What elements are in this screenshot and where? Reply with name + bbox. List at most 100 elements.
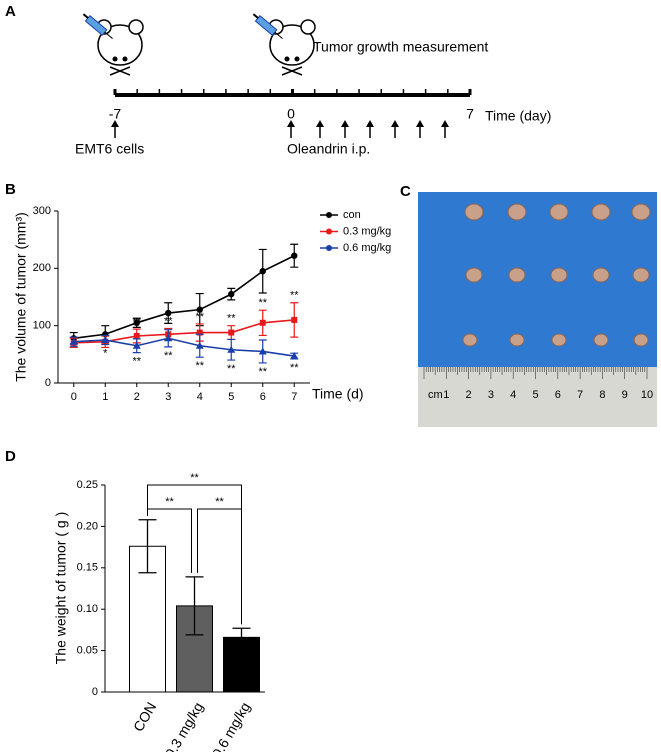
panel-c: C cm 1 2 3 4 5 6 7 8 9 10 (400, 183, 657, 427)
x-tick-label: 1 (102, 391, 108, 403)
tumor (632, 267, 650, 283)
y-axis-label: The volume of tumor (mm³) (13, 212, 29, 382)
timeline-axis-label: Time (day) (485, 108, 551, 124)
arrow-head (316, 120, 324, 127)
arrow-head (441, 120, 449, 127)
syringe (82, 13, 113, 39)
point (259, 319, 266, 326)
panel-label: A (5, 3, 16, 20)
significance: * (103, 347, 108, 359)
ruler-label: 7 (577, 389, 583, 401)
tumor (549, 203, 569, 221)
legend-marker (326, 245, 332, 251)
annotation: Tumor growth measurement (313, 39, 488, 55)
tumor (508, 267, 526, 283)
error-bar (232, 627, 251, 648)
legend-label: 0.6 mg/kg (343, 242, 391, 254)
point (69, 337, 78, 345)
point (258, 347, 267, 355)
tumor (592, 267, 610, 283)
ruler-label: 5 (532, 389, 538, 401)
mouse (268, 19, 316, 76)
tumor (631, 203, 651, 221)
y-tick-label: 100 (33, 320, 51, 332)
significance: ** (132, 356, 141, 368)
y-tick-label: 0 (92, 686, 98, 698)
arrows (111, 120, 449, 138)
ruler-label: 9 (622, 389, 628, 401)
significance: ** (195, 360, 204, 372)
series-line (73, 255, 295, 340)
significance: ** (215, 496, 224, 508)
x-tick-label: 5 (228, 391, 234, 403)
legend-label: 0.3 mg/kg (343, 225, 391, 237)
significance: ** (195, 311, 204, 323)
point (291, 252, 298, 259)
panel-label: B (5, 181, 16, 198)
significance: ** (290, 362, 299, 374)
arrow-head (391, 120, 399, 127)
ruler-label: 6 (555, 389, 561, 401)
y-axis-label: The weight of tumor ( g ) (53, 512, 69, 665)
tumor (465, 267, 483, 283)
tumor (633, 333, 649, 347)
x-tick-label: 0 (71, 391, 77, 403)
point (290, 352, 299, 360)
tumor (591, 203, 611, 221)
x-tick-label: 0.6 mg/kg (209, 699, 254, 752)
series-line (73, 337, 295, 357)
significance-bracket (147, 484, 242, 625)
tumor (550, 267, 568, 283)
timeline-label: -7 (109, 106, 122, 122)
timeline-label: 7 (466, 106, 474, 122)
tumor (464, 203, 484, 221)
point (228, 290, 235, 298)
photo-background (418, 192, 657, 367)
panel-a: A Tumor growth measurement -7 0 7 Time (… (5, 3, 551, 157)
point (196, 306, 203, 313)
significance: ** (165, 496, 174, 508)
tumor (462, 333, 478, 347)
arrow-head (416, 120, 424, 127)
y-tick-label: 300 (33, 205, 51, 217)
tumor (551, 333, 567, 347)
legend-marker (326, 212, 332, 218)
point (101, 336, 110, 343)
point (196, 329, 203, 336)
x-tick-label: CON (130, 699, 159, 734)
point (259, 268, 266, 275)
y-tick-label: 0.25 (77, 479, 98, 491)
significance: ** (258, 297, 267, 309)
x-tick-label: 3 (165, 391, 171, 403)
significance: ** (164, 350, 173, 362)
ruler-scale: cm 1 2 3 4 5 6 7 8 9 10 (423, 367, 653, 401)
timeline-ticks (113, 89, 472, 95)
ruler-label: 4 (510, 389, 516, 401)
x-tick-label: 4 (197, 391, 203, 403)
point (291, 316, 298, 323)
point (228, 329, 235, 336)
error-bar (185, 576, 204, 636)
arrow-head (366, 120, 374, 127)
ruler-label: 3 (488, 389, 494, 401)
panel-label: D (5, 448, 16, 465)
y-tick-label: 0.15 (77, 562, 98, 574)
x-tick-label: 6 (260, 391, 266, 403)
event-label: EMT6 cells (75, 141, 144, 157)
tumor (507, 203, 527, 221)
arrow-head (111, 120, 119, 127)
legend-marker (326, 228, 332, 235)
ruler-label: 10 (641, 389, 653, 401)
x-tick-label: 2 (134, 391, 140, 403)
panel-label: C (400, 183, 411, 200)
x-tick-label: 0.3 mg/kg (162, 699, 207, 752)
point (195, 341, 204, 349)
tumor (509, 333, 525, 347)
timeline-label: 0 (287, 106, 295, 122)
tumors (462, 203, 651, 347)
x-tick-label: 7 (291, 391, 297, 403)
ruler-label: 1 (443, 389, 449, 401)
point (133, 332, 140, 339)
significance: ** (258, 366, 267, 378)
